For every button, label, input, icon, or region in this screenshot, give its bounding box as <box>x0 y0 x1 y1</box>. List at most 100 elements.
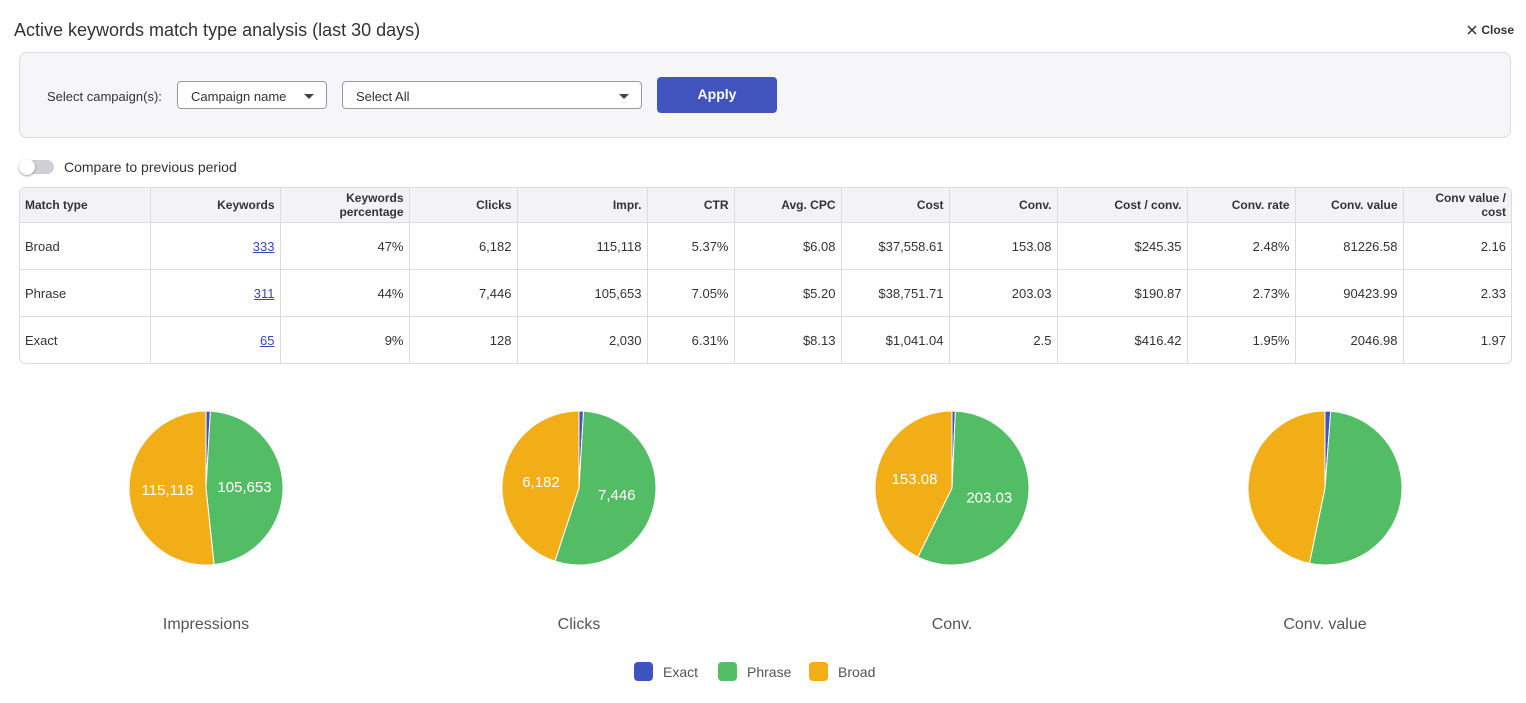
table-cell: 115,118 <box>516 222 647 270</box>
dropdown-text: Campaign name <box>191 89 287 104</box>
keywords-link[interactable]: 311 <box>253 285 275 301</box>
table-cell: $8.13 <box>733 316 841 363</box>
table-cell: 6.31% <box>646 316 734 363</box>
table-cell: 333 <box>149 222 280 270</box>
legend-label: Exact <box>663 664 698 680</box>
apply-button[interactable]: Apply <box>657 77 777 113</box>
column-header: Impr. <box>516 188 647 223</box>
pie-slice <box>205 410 284 566</box>
pie-slice <box>874 410 953 558</box>
close-icon <box>1467 25 1477 35</box>
table-cell: 153.08 <box>948 222 1057 270</box>
table-cell: 81226.58 <box>1294 222 1403 270</box>
close-label: Close <box>1481 23 1514 37</box>
legend-item[interactable]: Broad <box>809 662 875 681</box>
column-header: Avg. CPC <box>733 188 841 223</box>
match-type-table: Match type Keywords Keywords percentage Cli… <box>20 188 1511 363</box>
column-header: CTR <box>646 188 734 223</box>
slice-label: 7,446 <box>598 487 636 504</box>
table-cell: 105,653 <box>516 269 647 317</box>
column-header: Cost <box>840 188 949 223</box>
legend-item[interactable]: Phrase <box>718 662 792 681</box>
table-row: Exact 65 9% 128 2,030 6.31% $8.13 $1,041.04 2.5 $… <box>20 316 1511 363</box>
table-cell: 2.33 <box>1402 269 1511 317</box>
table-cell: 2.48% <box>1186 222 1295 270</box>
slice-label: 105,653 <box>217 479 271 496</box>
pie-title: Conv. value <box>1283 616 1366 633</box>
table-cell: 7.05% <box>646 269 734 317</box>
table-cell: 7,446 <box>408 269 517 317</box>
table-cell: 128 <box>408 316 517 363</box>
campaign-field-dropdown[interactable]: Campaign name <box>177 81 327 109</box>
table-cell: $5.20 <box>733 269 841 317</box>
pie-slice <box>917 410 1030 566</box>
column-header: Conv value / cost <box>1402 188 1511 223</box>
pie-slice <box>1308 410 1403 566</box>
table-cell: 1.95% <box>1186 316 1295 363</box>
pie-title: Clicks <box>558 616 601 633</box>
pie-title: Conv. <box>932 616 973 633</box>
keywords-link[interactable]: 333 <box>252 238 275 254</box>
table-container: Match type Keywords Keywords percentage Cli… <box>19 187 1512 364</box>
table-cell: 90423.99 <box>1294 269 1403 317</box>
pie-slice <box>1247 410 1326 565</box>
table-cell: 2.16 <box>1402 222 1511 270</box>
table-cell: 311 <box>149 269 280 317</box>
pie-charts: 105,653 115,118 Impressions 7,446 6,182 Click… <box>128 410 1403 681</box>
dropdown-text: Select All <box>356 89 410 104</box>
slice-label: 115,118 <box>142 482 194 499</box>
table-cell: 9% <box>279 316 409 363</box>
table-cell: 2.5 <box>948 316 1057 363</box>
compare-toggle[interactable] <box>19 159 54 175</box>
column-header: Clicks <box>408 188 517 223</box>
table-cell: 5.37% <box>646 222 734 270</box>
column-header: Conv. <box>948 188 1057 223</box>
legend-swatch <box>718 662 737 681</box>
column-header: Keywords <box>149 188 280 223</box>
column-header: Match type <box>20 188 150 223</box>
legend-label: Broad <box>838 664 875 680</box>
table-cell: 6,182 <box>408 222 517 270</box>
pie-slice <box>128 410 215 566</box>
table-cell: 2046.98 <box>1294 316 1403 363</box>
table-cell: $38,751.71 <box>840 269 949 317</box>
table-cell: $6.08 <box>733 222 841 270</box>
table-cell: 2,030 <box>516 316 647 363</box>
filter-panel: Select campaign(s): Campaign name Select… <box>19 52 1511 138</box>
pie-slice <box>501 410 580 562</box>
table-cell: 2.73% <box>1186 269 1295 317</box>
table-cell: $416.42 <box>1056 316 1187 363</box>
table-cell: Broad <box>20 222 150 270</box>
table-row: Phrase 311 44% 7,446 105,653 7.05% $5.20 $38,75… <box>20 269 1511 317</box>
toggle-label: Compare to previous period <box>64 159 237 175</box>
legend-item[interactable]: Exact <box>634 662 698 681</box>
slice-label: 6,182 <box>522 474 560 491</box>
legend-swatch <box>634 662 653 681</box>
pie-title: Impressions <box>163 616 249 633</box>
table-cell: $190.87 <box>1056 269 1187 317</box>
keywords-link[interactable]: 65 <box>260 332 275 348</box>
column-header: Keywords percentage <box>279 188 409 223</box>
table-cell: $1,041.04 <box>840 316 949 363</box>
table-cell: 203.03 <box>948 269 1057 317</box>
pie-slice <box>554 410 657 566</box>
column-header: Conv. rate <box>1186 188 1295 223</box>
table-cell: 44% <box>279 269 409 317</box>
slice-label: 153.08 <box>892 471 938 488</box>
table-cell: 65 <box>149 316 280 363</box>
table-cell: 47% <box>279 222 409 270</box>
column-header: Cost / conv. <box>1056 188 1187 223</box>
legend-label: Phrase <box>747 664 792 680</box>
table-row: Broad 333 47% 6,182 115,118 5.37% $6.08 $37,558… <box>20 222 1511 270</box>
table-cell: 1.97 <box>1402 316 1511 363</box>
legend-swatch <box>809 662 828 681</box>
filter-label: Select campaign(s): <box>47 89 162 104</box>
table-cell: Exact <box>20 316 150 363</box>
table-cell: Phrase <box>20 269 150 317</box>
close-button[interactable]: Close <box>1467 23 1514 37</box>
slice-label: 203.03 <box>966 490 1012 507</box>
table-cell: $37,558.61 <box>840 222 949 270</box>
campaign-select-dropdown[interactable]: Select All <box>342 81 642 109</box>
column-header: Conv. value <box>1294 188 1403 223</box>
